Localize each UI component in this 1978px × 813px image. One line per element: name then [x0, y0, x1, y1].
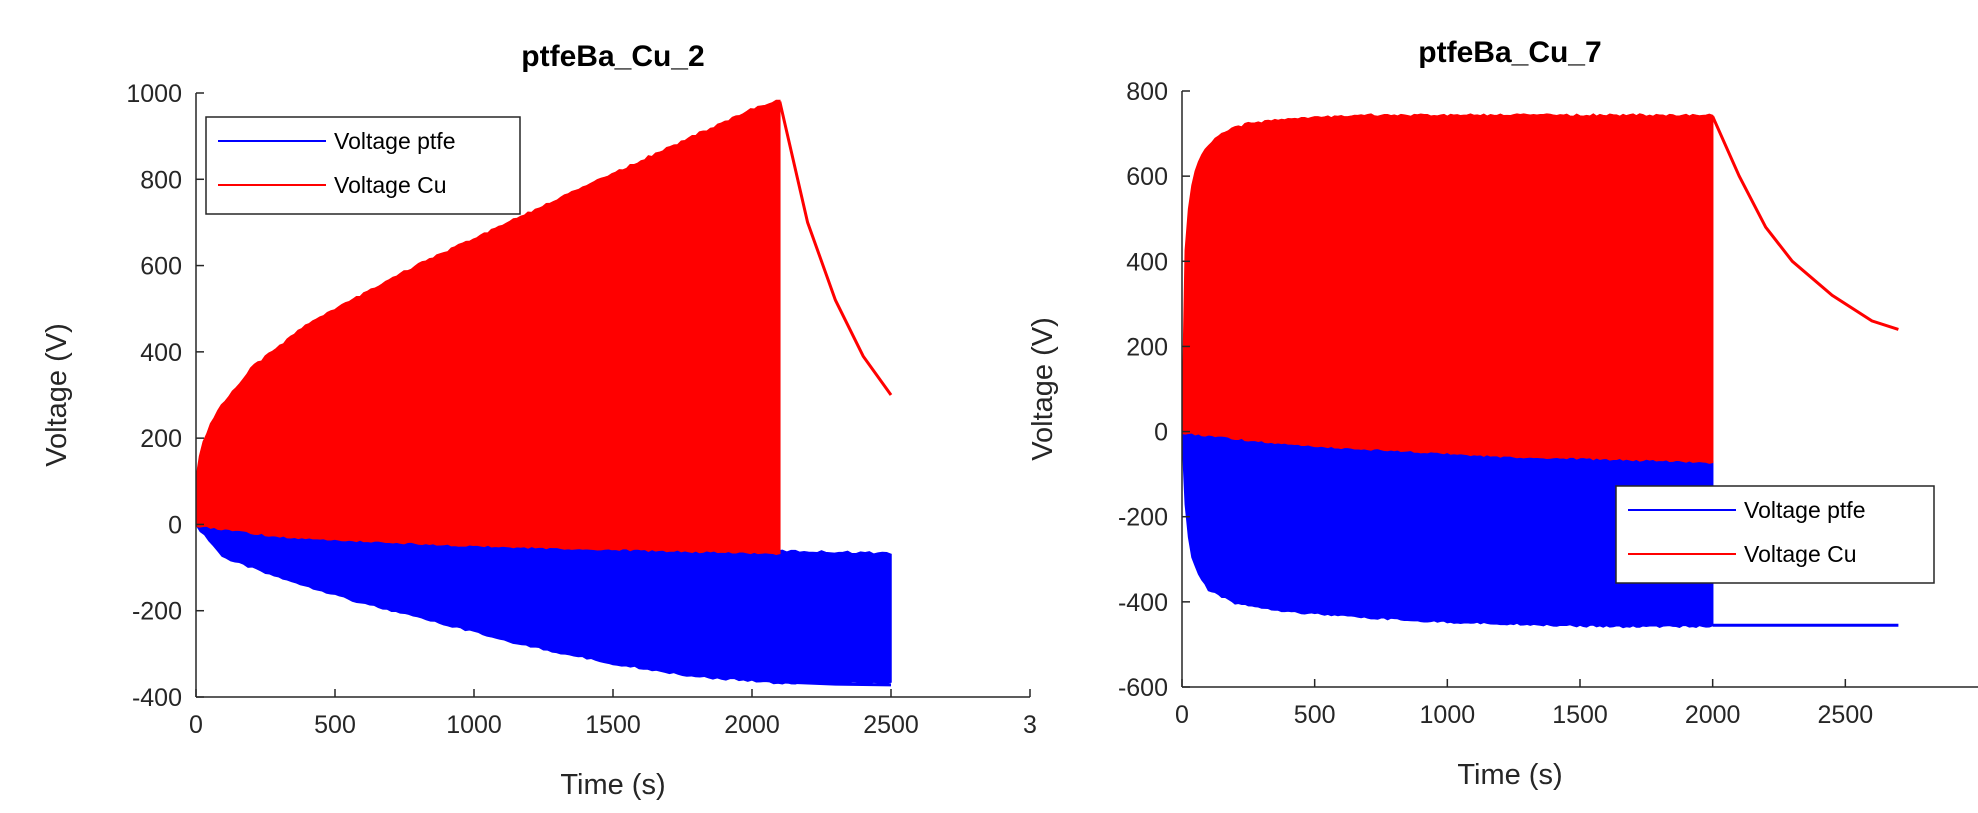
y-tick-label: -600	[1118, 674, 1168, 702]
x-tick-label: 1500	[1552, 701, 1608, 729]
y-axis-label: Voltage (V)	[41, 323, 73, 466]
legend-entry: Voltage ptfe	[1744, 497, 1866, 523]
chart-title: ptfeBa_Cu_2	[521, 40, 704, 73]
x-tick-label: 1500	[585, 711, 641, 739]
y-tick-label: -400	[132, 684, 182, 712]
series-cu	[196, 99, 893, 555]
series-band	[196, 99, 781, 555]
x-tick-label: 1000	[446, 711, 502, 739]
chart-title: ptfeBa_Cu_7	[1418, 36, 1601, 69]
x-tick-label: 2000	[724, 711, 780, 739]
x-tick-label: 0	[1175, 701, 1189, 729]
legend-box	[1615, 485, 1935, 584]
plot-marks	[1182, 113, 1899, 629]
legend-entry: Voltage ptfe	[334, 128, 456, 154]
legend-box	[205, 116, 521, 215]
series-tail-line	[779, 680, 892, 687]
y-tick-label: 800	[1126, 78, 1168, 106]
x-tick-label: 1000	[1420, 701, 1476, 729]
y-tick-label: 200	[1126, 333, 1168, 361]
y-tick-label: 200	[140, 425, 182, 453]
y-tick-label: 400	[140, 339, 182, 367]
y-tick-label: 1000	[126, 80, 182, 108]
legend: Voltage ptfe Voltage Cu	[1615, 485, 1935, 584]
y-axis-label: Voltage (V)	[1027, 317, 1059, 460]
series-cu	[1182, 113, 1899, 464]
legend-entry: Voltage Cu	[1744, 541, 1857, 567]
y-tick-label: -200	[132, 598, 182, 626]
y-tick-label: 0	[168, 511, 182, 539]
legend-entry: Voltage Cu	[334, 172, 447, 198]
plot-marks	[196, 99, 893, 687]
x-tick-label: 0	[189, 711, 203, 739]
x-tick-label: 2500	[863, 711, 919, 739]
x-tick-label: 2500	[1818, 701, 1874, 729]
chart-1: 0 500 1000 1500 2000 2500 3 -400 -200 0 200 400 600 8…	[41, 40, 1037, 801]
x-axis-label: Time (s)	[560, 769, 665, 801]
y-tick-label: 800	[140, 166, 182, 194]
y-tick-label: 400	[1126, 248, 1168, 276]
y-tick-label: 600	[140, 253, 182, 281]
x-tick-label: 2000	[1685, 701, 1741, 729]
y-tick-label: 600	[1126, 163, 1168, 191]
x-tick-label: 500	[314, 711, 356, 739]
y-tick-label: 0	[1154, 419, 1168, 447]
series-band	[1182, 113, 1714, 464]
x-tick-label: 500	[1294, 701, 1336, 729]
series-tail-line	[778, 101, 893, 396]
legend: Voltage ptfe Voltage Cu	[205, 116, 521, 215]
series-tail-line	[1711, 115, 1899, 331]
x-tick-label: 3	[1023, 711, 1037, 739]
chart-2: 0 500 1000 1500 2000 2500 -600 -400 -200 0 200 400 6…	[1027, 36, 1978, 791]
x-axis-label: Time (s)	[1457, 759, 1562, 791]
y-tick-label: -200	[1118, 504, 1168, 532]
y-tick-label: -400	[1118, 589, 1168, 617]
